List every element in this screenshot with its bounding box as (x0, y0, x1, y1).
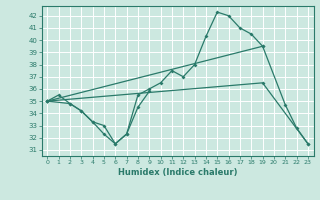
X-axis label: Humidex (Indice chaleur): Humidex (Indice chaleur) (118, 168, 237, 177)
